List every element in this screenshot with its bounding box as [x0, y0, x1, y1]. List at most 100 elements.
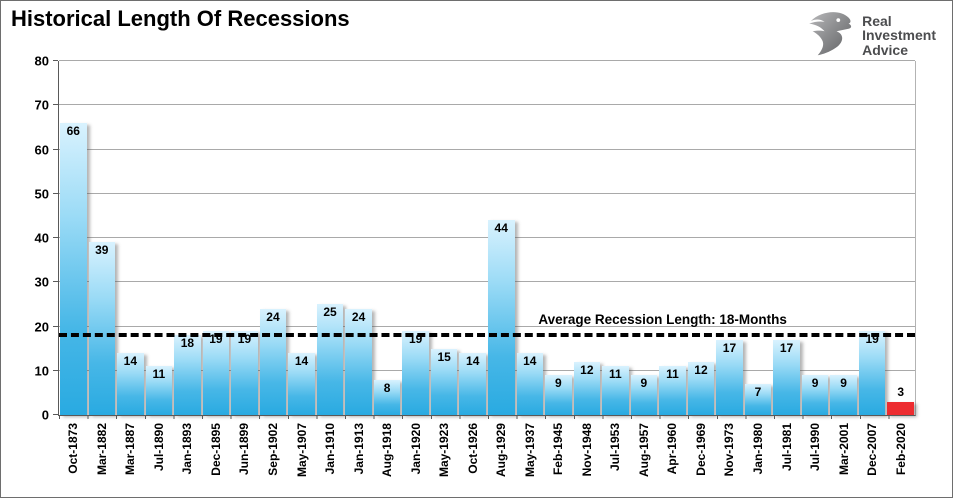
x-label-May-1923: May-1923 [437, 423, 452, 478]
x-label-Jul-1981: Jul-1981 [779, 423, 794, 472]
bar-slot-Oct-1926: 14 [458, 61, 487, 415]
bar-value-Apr-1960: 11 [666, 367, 679, 382]
bar-value-Mar-1887: 14 [123, 354, 138, 369]
x-label-Apr-1960: Apr-1960 [665, 423, 680, 475]
bar-value-Nov-1948: 12 [580, 362, 594, 377]
bar-Mar-1887: 14 [117, 353, 144, 415]
y-tick-label-0: 0 [41, 407, 49, 423]
bar-value-Aug-1929: 44 [494, 221, 508, 236]
x-label-Sep-1902: Sep-1902 [265, 423, 280, 476]
x-label-May-1907: May-1907 [294, 423, 309, 478]
gridline-10 [59, 369, 915, 371]
bar-slot-Jul-1990: 9 [801, 61, 830, 415]
bar-Nov-1948: 12 [573, 361, 601, 415]
x-label-Jan-1920: Jan-1920 [408, 423, 423, 475]
bar-slot-Jan-1913: 24 [344, 61, 373, 415]
x-label-Nov-1948: Nov-1948 [579, 423, 594, 477]
x-label-Jul-1890: Jul-1890 [151, 423, 166, 472]
bar-Sep-1902: 24 [259, 308, 287, 415]
bar-Feb-2020: 3 [887, 385, 914, 415]
bar-slot-Aug-1957: 9 [630, 61, 659, 415]
brand-word-2: Investment [862, 27, 936, 44]
bar-series: 66 39 14 11 18 19 19 24 14 25 24 8 19 15 14 44 14 9 12 11 9 1… [59, 61, 915, 415]
bar-slot-Dec-2007: 19 [858, 61, 887, 415]
gridline-20 [59, 325, 915, 327]
x-label-Nov-1973: Nov-1973 [722, 423, 737, 477]
bar-slot-Dec-1969: 12 [687, 61, 716, 415]
bar-Mar-2001: 9 [830, 375, 857, 415]
bar-May-1937: 14 [516, 353, 544, 415]
bar-Jul-1953: 11 [602, 366, 629, 415]
bar-value-Jan-1913: 24 [351, 309, 366, 324]
bar-slot-Jan-1920: 19 [401, 61, 430, 415]
y-tick-10 [53, 369, 58, 371]
bar-value-Sep-1902: 24 [266, 309, 280, 324]
x-label-Jul-1953: Jul-1953 [608, 423, 623, 472]
bar-Jan-1920: 19 [402, 330, 429, 415]
bar-slot-Jan-1910: 25 [316, 61, 345, 415]
bar-May-1907: 14 [288, 353, 315, 415]
bar-Apr-1960: 11 [659, 366, 686, 415]
bar-slot-Feb-1945: 9 [544, 61, 573, 415]
x-label-Jan-1893: Jan-1893 [180, 423, 195, 475]
bar-slot-Mar-1887: 14 [116, 61, 145, 415]
bar-Jan-1893: 18 [174, 335, 201, 415]
bar-value-Jul-1890: 11 [152, 367, 166, 382]
bar-slot-Dec-1895: 19 [202, 61, 231, 415]
bar-slot-May-1923: 15 [430, 61, 459, 415]
x-label-Jul-1990: Jul-1990 [808, 423, 823, 472]
bar-slot-Aug-1918: 8 [373, 61, 402, 415]
x-label-Oct-1926: Oct-1926 [465, 423, 480, 474]
bar-slot-Nov-1973: 17 [715, 61, 744, 415]
plot-area: 0 10 20 30 40 50 60 70 80 66 39 14 11 18 19 19 24 14 25 24… [35, 54, 916, 477]
bar-slot-Mar-2001: 9 [829, 61, 858, 415]
bar-Jul-1990: 9 [801, 375, 829, 415]
bar-Dec-1895: 19 [202, 330, 230, 415]
bar-Nov-1973: 17 [716, 339, 743, 415]
bar-value-Jan-1893: 18 [180, 336, 195, 351]
gridline-30 [59, 281, 915, 283]
bar-slot-May-1937: 14 [516, 61, 545, 415]
x-label-Dec-1969: Dec-1969 [693, 423, 708, 476]
average-line-label: Average Recession Length: 18-Months [538, 312, 787, 328]
x-label-Jun-1899: Jun-1899 [237, 423, 252, 476]
brand-logo-text: Real Investment Advice [862, 14, 936, 57]
y-tick-label-50: 50 [34, 186, 49, 202]
bar-value-May-1937: 14 [523, 354, 537, 369]
average-recession-line [59, 333, 915, 338]
y-tick-label-30: 30 [34, 274, 49, 290]
gridline-40 [59, 237, 915, 238]
bar-value-Feb-1945: 9 [554, 376, 562, 391]
bar-value-Oct-1873: 66 [66, 123, 80, 138]
bar-value-Jul-1990: 9 [811, 376, 819, 391]
bar-May-1923: 15 [430, 348, 458, 415]
bar-value-Dec-1969: 12 [694, 362, 708, 377]
y-tick-70 [53, 104, 58, 106]
bar-value-Jul-1981: 17 [779, 340, 794, 355]
x-label-Feb-2020: Feb-2020 [893, 423, 908, 476]
bar-value-Mar-1882: 39 [95, 243, 109, 258]
x-label-Aug-1957: Aug-1957 [636, 423, 651, 478]
bar-slot-Oct-1873: 66 [59, 61, 88, 415]
bar-slot-Jul-1953: 11 [601, 61, 630, 415]
x-label-Jan-1910: Jan-1910 [323, 423, 338, 475]
bar-Jan-1910: 25 [316, 304, 344, 415]
gridline-70 [59, 104, 915, 106]
bar-slot-May-1907: 14 [287, 61, 316, 415]
gridline-60 [59, 148, 915, 150]
bar-slot-Mar-1882: 39 [88, 61, 117, 415]
bar-slot-Jul-1981: 17 [772, 61, 801, 415]
bar-Jan-1913: 24 [345, 308, 372, 415]
y-tick-60 [53, 148, 58, 150]
x-label-Jan-1980: Jan-1980 [751, 423, 766, 475]
bar-value-Aug-1918: 8 [383, 380, 391, 395]
x-label-Oct-1873: Oct-1873 [66, 423, 81, 474]
bar-Aug-1918: 8 [373, 379, 401, 415]
bar-value-Mar-2001: 9 [840, 376, 847, 391]
y-tick-80 [53, 60, 58, 61]
brand-logo: Real Investment Advice [802, 9, 936, 62]
bar-slot-Apr-1960: 11 [658, 61, 687, 415]
bar-value-Nov-1973: 17 [722, 340, 737, 355]
bar-Dec-2007: 19 [858, 330, 886, 415]
